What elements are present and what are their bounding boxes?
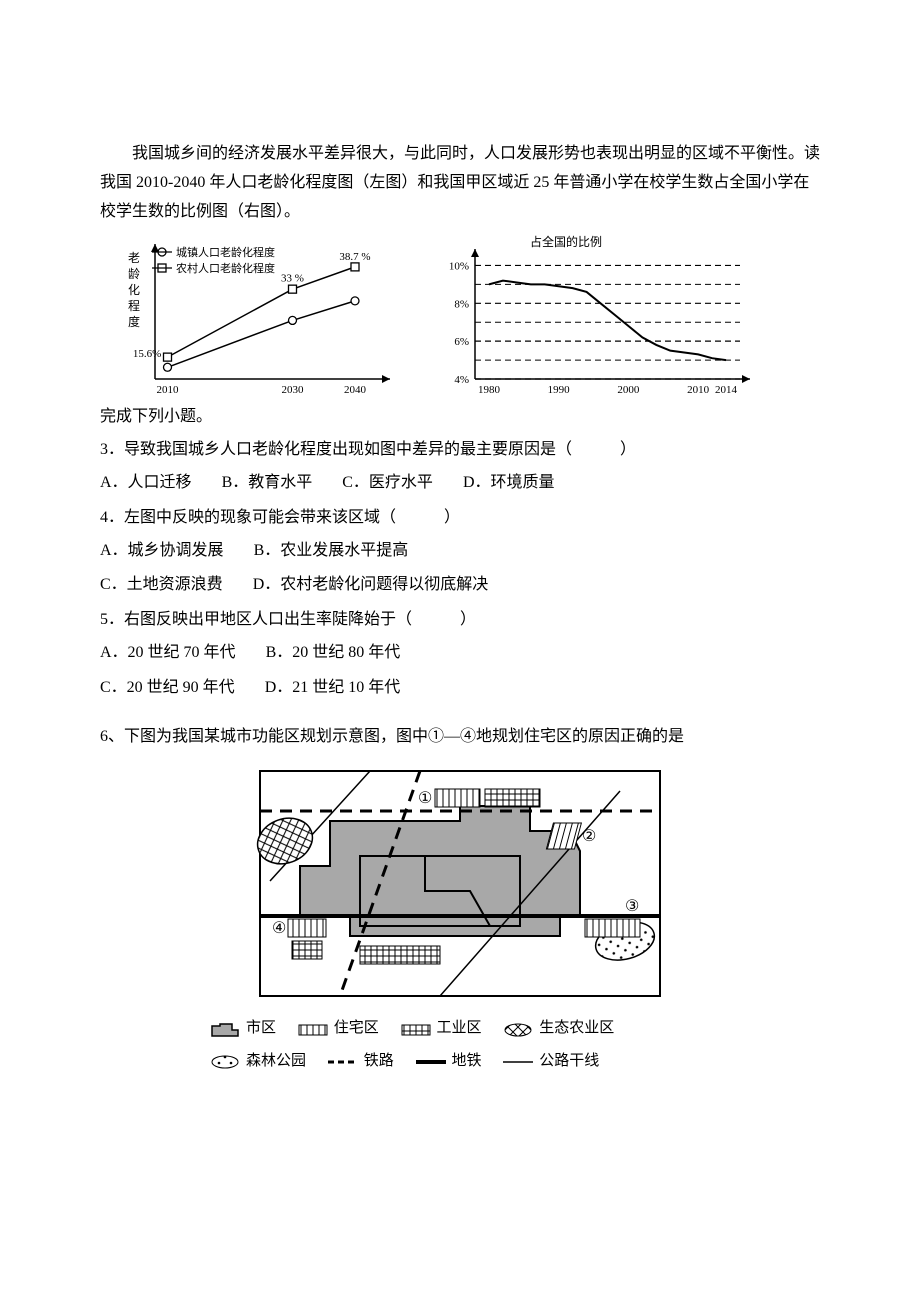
- q5-opt-a: A．20 世纪 70 年代: [100, 639, 236, 668]
- q4-options: A．城乡协调发展 B．农业发展水平提高: [100, 537, 820, 566]
- legend-residential: 住宅区: [298, 1015, 379, 1042]
- svg-text:③: ③: [625, 898, 639, 915]
- svg-text:33 %: 33 %: [281, 273, 304, 285]
- svg-text:城镇人口老龄化程度: 城镇人口老龄化程度: [176, 245, 275, 259]
- q5-stem: 5．右图反映出甲地区人口出生率陡降始于（ ）: [100, 606, 820, 635]
- q6-stem: 6、下图为我国某城市功能区规划示意图，图中①—④地规划住宅区的原因正确的是: [100, 723, 820, 752]
- chart2-svg: 占全国的比例 4% 6% 8% 10% 1980 1990 2000 2010 2014: [430, 234, 760, 399]
- q3-options: A．人口迁移 B．教育水平 C．医疗水平 D．环境质量: [100, 469, 820, 498]
- q5-opt-d: D．21 世纪 10 年代: [265, 674, 401, 703]
- legend-urban: 市区: [210, 1015, 276, 1042]
- q5-opt-b: B．20 世纪 80 年代: [266, 639, 401, 668]
- legend-ecoagri: 生态农业区: [503, 1015, 614, 1042]
- legend-railway: 铁路: [328, 1048, 394, 1075]
- svg-text:老: 老: [128, 251, 140, 265]
- chart-right-ratio: 占全国的比例 4% 6% 8% 10% 1980 1990 2000 2010 2014: [430, 234, 760, 399]
- q4-options-2: C．土地资源浪费 D．农村老龄化问题得以彻底解决: [100, 571, 820, 600]
- svg-text:2030: 2030: [282, 384, 305, 396]
- q4-opt-c: C．土地资源浪费: [100, 571, 223, 600]
- map-legend: 市区 住宅区 工业区 生态农业区 森林公园: [210, 1015, 710, 1080]
- city-map: ① ② ③ ④ 市区 住宅区 工业区: [210, 761, 710, 1080]
- svg-text:1980: 1980: [478, 384, 501, 396]
- svg-text:占全国的比例: 占全国的比例: [530, 234, 602, 249]
- svg-text:①: ①: [418, 790, 432, 807]
- svg-text:②: ②: [582, 828, 596, 845]
- q5-options: A．20 世纪 70 年代 B．20 世纪 80 年代: [100, 639, 820, 668]
- map-svg: ① ② ③ ④: [230, 761, 690, 1011]
- legend-industrial: 工业区: [401, 1015, 482, 1042]
- svg-text:2010: 2010: [157, 384, 180, 396]
- legend-forest: 森林公园: [210, 1048, 306, 1075]
- svg-text:度: 度: [128, 314, 140, 329]
- legend-subway: 地铁: [416, 1048, 482, 1075]
- q4-opt-b: B．农业发展水平提高: [254, 537, 409, 566]
- q5-options-2: C．20 世纪 90 年代 D．21 世纪 10 年代: [100, 674, 820, 703]
- svg-text:④: ④: [272, 920, 286, 937]
- q3-opt-a: A．人口迁移: [100, 469, 192, 498]
- q5-opt-c: C．20 世纪 90 年代: [100, 674, 235, 703]
- legend-highway: 公路干线: [503, 1048, 599, 1075]
- q3-stem: 3．导致我国城乡人口老龄化程度出现如图中差异的最主要原因是（ ）: [100, 436, 820, 465]
- chart1-svg: 老 龄 化 程 度 城镇人口老龄化程度 农村人口老龄化程度 2010 2030 20…: [100, 234, 400, 399]
- charts-row: 老 龄 化 程 度 城镇人口老龄化程度 农村人口老龄化程度 2010 2030 20…: [100, 234, 820, 399]
- svg-text:8%: 8%: [454, 299, 469, 311]
- q3-opt-b: B．教育水平: [222, 469, 313, 498]
- q4-opt-a: A．城乡协调发展: [100, 537, 224, 566]
- q4-stem: 4．左图中反映的现象可能会带来该区域（ ）: [100, 504, 820, 533]
- svg-text:农村人口老龄化程度: 农村人口老龄化程度: [176, 261, 275, 275]
- svg-text:4%: 4%: [454, 374, 469, 386]
- chart-left-aging: 老 龄 化 程 度 城镇人口老龄化程度 农村人口老龄化程度 2010 2030 20…: [100, 234, 400, 399]
- q4-opt-d: D．农村老龄化问题得以彻底解决: [253, 571, 489, 600]
- q3-opt-c: C．医疗水平: [342, 469, 433, 498]
- intro-paragraph: 我国城乡间的经济发展水平差异很大，与此同时，人口发展形势也表现出明显的区域不平衡…: [100, 140, 820, 226]
- svg-text:1990: 1990: [548, 384, 571, 396]
- svg-text:6%: 6%: [454, 337, 469, 349]
- svg-text:2014: 2014: [715, 384, 738, 396]
- q3-opt-d: D．环境质量: [463, 469, 555, 498]
- svg-text:15.6%: 15.6%: [133, 349, 161, 361]
- svg-text:10%: 10%: [449, 261, 469, 273]
- svg-text:2000: 2000: [617, 384, 640, 396]
- svg-text:2010: 2010: [687, 384, 710, 396]
- svg-text:龄: 龄: [128, 267, 140, 281]
- page: 我国城乡间的经济发展水平差异很大，与此同时，人口发展形势也表现出明显的区域不平衡…: [0, 0, 920, 1160]
- svg-text:2040: 2040: [344, 384, 367, 396]
- svg-text:化: 化: [128, 283, 140, 297]
- svg-text:38.7 %: 38.7 %: [339, 251, 370, 263]
- svg-text:程: 程: [128, 298, 140, 313]
- complete-prompt: 完成下列小题。: [100, 403, 820, 432]
